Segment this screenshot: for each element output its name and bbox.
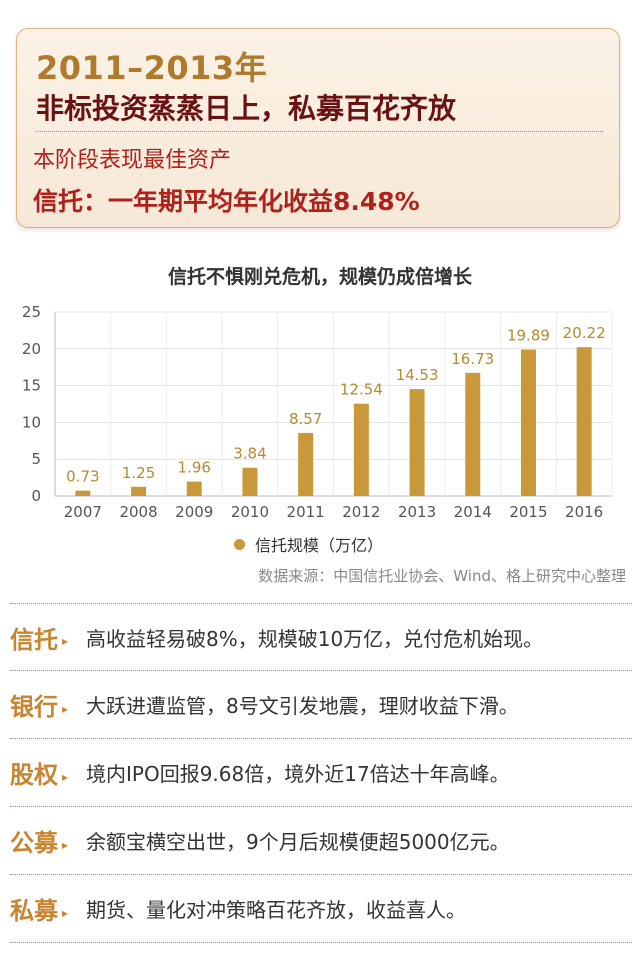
bar bbox=[353, 403, 369, 496]
bar bbox=[131, 486, 147, 496]
asset-facts-list: 信托 ▸ 高收益轻易破8%，规模破10万亿，兑付危机始现。 银行 ▸ 大跃进遭监… bbox=[10, 603, 632, 943]
period-years: 2011–2013年 bbox=[36, 49, 268, 87]
y-tick-label: 15 bbox=[22, 377, 41, 395]
data-label: 3.84 bbox=[233, 445, 266, 463]
fact-label: 股权 bbox=[10, 761, 58, 789]
chart-legend: 信托规模（万亿） bbox=[234, 532, 383, 556]
bar bbox=[298, 432, 314, 496]
fact-row-bank: 银行 ▸ 大跃进遭监管，8号文引发地震，理财收益下滑。 bbox=[10, 671, 632, 739]
data-label: 8.57 bbox=[289, 410, 322, 428]
triangle-right-icon: ▸ bbox=[62, 701, 69, 716]
x-tick-label: 2009 bbox=[175, 503, 213, 521]
fact-label: 公募 bbox=[10, 829, 58, 857]
y-tick-label: 0 bbox=[31, 487, 41, 505]
fact-label: 私募 bbox=[10, 897, 58, 925]
chart-title: 信托不惧刚兑危机，规模仍成倍增长 bbox=[167, 266, 472, 288]
bar bbox=[186, 481, 202, 496]
fact-text: 境内IPO回报9.68倍，境外近17倍达十年高峰。 bbox=[86, 762, 510, 786]
fact-text: 余额宝横空出世，9个月后规模便超5000亿元。 bbox=[86, 830, 510, 854]
data-label: 14.53 bbox=[396, 366, 439, 384]
best-asset-value: 信托：一年期平均年化收益8.48% bbox=[33, 187, 420, 216]
bar bbox=[75, 490, 91, 496]
stage-summary-card: 2011–2013年 非标投资蒸蒸日上，私募百花齐放 本阶段表现最佳资产 信托：… bbox=[16, 28, 620, 228]
fact-label: 信托 bbox=[10, 625, 58, 654]
fact-row-mutual-fund: 公募 ▸ 余额宝横空出世，9个月后规模便超5000亿元。 bbox=[10, 807, 632, 875]
x-tick-label: 2014 bbox=[454, 503, 492, 521]
bar bbox=[409, 389, 425, 496]
fact-row-equity: 股权 ▸ 境内IPO回报9.68倍，境外近17倍达十年高峰。 bbox=[10, 739, 632, 807]
triangle-right-icon: ▸ bbox=[62, 837, 69, 852]
triangle-right-icon: ▸ bbox=[62, 769, 69, 784]
x-tick-label: 2016 bbox=[565, 503, 603, 521]
x-tick-label: 2015 bbox=[509, 503, 547, 521]
card-divider bbox=[36, 131, 603, 132]
fact-row-trust: 信托 ▸ 高收益轻易破8%，规模破10万亿，兑付危机始现。 bbox=[10, 603, 632, 671]
data-label: 20.22 bbox=[563, 324, 606, 342]
fact-text: 大跃进遭监管，8号文引发地震，理财收益下滑。 bbox=[86, 694, 519, 718]
x-tick-label: 2010 bbox=[231, 503, 269, 521]
data-label: 0.73 bbox=[66, 468, 99, 486]
stage-headline: 非标投资蒸蒸日上，私募百花齐放 bbox=[36, 92, 457, 125]
fact-text: 期货、量化对冲策略百花齐放，收益喜人。 bbox=[86, 898, 466, 922]
fact-text: 高收益轻易破8%，规模破10万亿，兑付危机始现。 bbox=[86, 626, 544, 651]
y-tick-label: 20 bbox=[22, 340, 41, 358]
x-tick-label: 2012 bbox=[342, 503, 380, 521]
x-tick-label: 2008 bbox=[119, 503, 157, 521]
fact-row-private-fund: 私募 ▸ 期货、量化对冲策略百花齐放，收益喜人。 bbox=[10, 875, 632, 943]
data-label: 1.96 bbox=[178, 459, 211, 477]
x-tick-label: 2013 bbox=[398, 503, 436, 521]
bar bbox=[576, 347, 592, 496]
data-label: 19.89 bbox=[507, 327, 550, 345]
best-asset-caption: 本阶段表现最佳资产 bbox=[33, 148, 232, 173]
legend-label: 信托规模（万亿） bbox=[255, 536, 384, 555]
bar bbox=[520, 349, 536, 496]
y-tick-label: 25 bbox=[22, 303, 41, 321]
fact-label: 银行 bbox=[10, 693, 58, 721]
data-label: 1.25 bbox=[122, 464, 155, 482]
data-label: 16.73 bbox=[451, 350, 494, 368]
bar bbox=[242, 467, 258, 496]
x-tick-label: 2007 bbox=[64, 503, 102, 521]
data-source: 数据来源：中国信托业协会、Wind、格上研究中心整理 bbox=[258, 567, 626, 585]
triangle-right-icon: ▸ bbox=[62, 634, 69, 648]
trust-scale-bar-chart: 0 5 10 15 20 25 0.73 2007 1.25 2008 1.96 2009 3.84 20… bbox=[22, 303, 613, 521]
y-tick-label: 5 bbox=[31, 450, 41, 468]
x-tick-label: 2011 bbox=[287, 503, 325, 521]
y-tick-label: 10 bbox=[22, 413, 41, 431]
triangle-right-icon: ▸ bbox=[62, 905, 69, 920]
bar bbox=[465, 372, 481, 496]
data-label: 12.54 bbox=[340, 381, 383, 399]
legend-swatch bbox=[234, 538, 245, 550]
